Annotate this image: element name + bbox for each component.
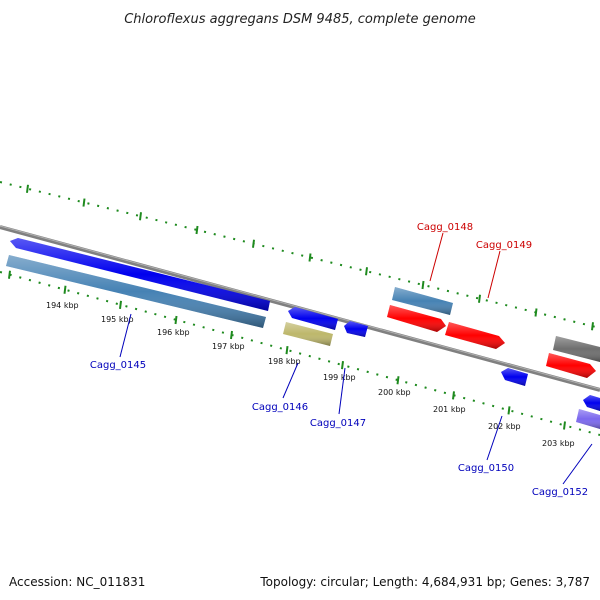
- major-tick: [534, 308, 538, 317]
- gene-label-cagg-0148[interactable]: Cagg_0148: [417, 222, 473, 233]
- gene-feature[interactable]: [576, 409, 600, 429]
- major-tick: [507, 406, 511, 415]
- gene-label-cagg-0149[interactable]: Cagg_0149: [476, 240, 532, 251]
- kbp-label: 198 kbp: [268, 357, 301, 366]
- kbp-labels: 194 kbp 195 kbp 196 kbp 197 kbp 198 kbp …: [46, 301, 575, 448]
- feature-track: [6, 238, 600, 429]
- gene-feature[interactable]: [583, 395, 600, 411]
- gene-feature[interactable]: [6, 255, 266, 328]
- kbp-label: 197 kbp: [212, 342, 245, 351]
- major-tick: [139, 212, 142, 221]
- gene-feature[interactable]: [10, 238, 270, 311]
- major-tick: [591, 322, 594, 331]
- major-tick: [365, 267, 368, 276]
- major-tick: [174, 315, 178, 325]
- kbp-label: 202 kbp: [488, 422, 521, 431]
- gene-feature[interactable]: [392, 287, 453, 315]
- gene-labels: Cagg_0145 Cagg_0146 Cagg_0147 Cagg_0148 …: [90, 222, 588, 498]
- major-tick: [308, 253, 312, 262]
- map-title: Chloroflexus aggregans DSM 9485, complet…: [124, 12, 476, 27]
- major-tick: [26, 184, 29, 193]
- gene-feature[interactable]: [553, 336, 600, 362]
- major-tick: [421, 280, 425, 290]
- outer-tick-ring: [0, 181, 600, 331]
- kbp-label: 196 kbp: [157, 328, 190, 337]
- kbp-label: 201 kbp: [433, 405, 466, 414]
- major-tick: [252, 239, 255, 248]
- kbp-label: 199 kbp: [323, 373, 356, 382]
- major-tick: [478, 294, 481, 303]
- major-tick: [8, 270, 11, 279]
- gene-leader-lines: [119, 232, 593, 485]
- major-tick: [82, 198, 86, 207]
- gene-feature[interactable]: [445, 322, 505, 349]
- gene-label-cagg-0145[interactable]: Cagg_0145: [90, 360, 146, 371]
- kbp-label: 194 kbp: [46, 301, 79, 310]
- gene-feature[interactable]: [344, 321, 368, 337]
- major-tick: [341, 361, 344, 370]
- gene-feature[interactable]: [501, 368, 528, 386]
- major-tick: [563, 421, 566, 430]
- major-tick: [230, 330, 233, 340]
- gene-label-cagg-0150[interactable]: Cagg_0150: [458, 463, 514, 474]
- major-tick: [396, 376, 400, 385]
- gene-feature[interactable]: [283, 322, 333, 346]
- kbp-label: 203 kbp: [542, 439, 575, 448]
- major-tick: [452, 391, 455, 400]
- gene-feature[interactable]: [546, 353, 596, 378]
- gene-label-cagg-0146[interactable]: Cagg_0146: [252, 402, 308, 413]
- major-tick: [195, 225, 199, 235]
- major-tick: [63, 285, 67, 294]
- genome-summary-text: Topology: circular; Length: 4,684,931 bp…: [259, 575, 590, 589]
- gene-feature[interactable]: [288, 307, 338, 330]
- gene-label-cagg-0152[interactable]: Cagg_0152: [532, 487, 588, 498]
- kbp-label: 200 kbp: [378, 388, 411, 397]
- inner-tick-ring: [0, 270, 600, 436]
- major-tick: [285, 345, 289, 355]
- gene-label-cagg-0147[interactable]: Cagg_0147: [310, 418, 366, 429]
- gene-feature[interactable]: [387, 305, 446, 332]
- kbp-label: 195 kbp: [101, 315, 134, 324]
- accession-text: Accession: NC_011831: [9, 575, 145, 589]
- major-tick: [119, 300, 122, 309]
